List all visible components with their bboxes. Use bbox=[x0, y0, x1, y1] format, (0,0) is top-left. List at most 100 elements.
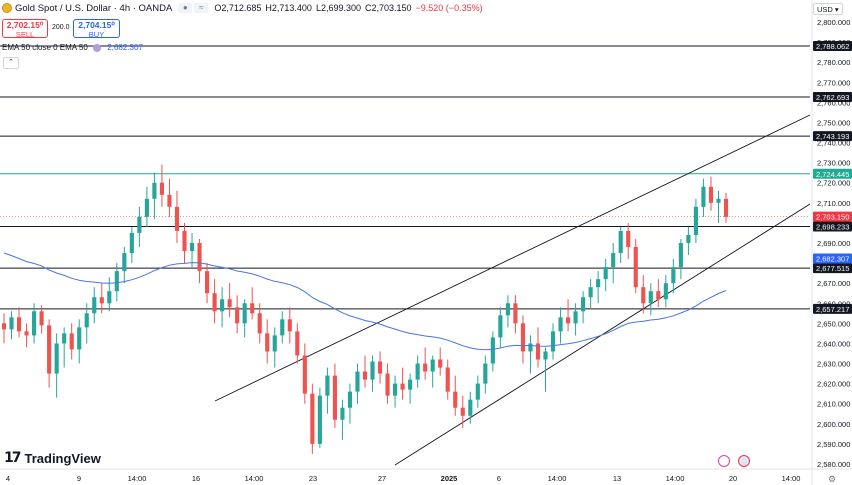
candle-body[interactable] bbox=[212, 293, 217, 312]
candle-body[interactable] bbox=[505, 303, 510, 316]
candle-body[interactable] bbox=[716, 198, 721, 203]
candle-body[interactable] bbox=[99, 297, 104, 304]
candle-body[interactable] bbox=[325, 375, 330, 396]
candle-body[interactable] bbox=[558, 317, 563, 332]
candle-body[interactable] bbox=[408, 379, 413, 390]
candle-body[interactable] bbox=[16, 317, 22, 332]
candle-body[interactable] bbox=[603, 267, 608, 280]
candle-body[interactable] bbox=[227, 299, 232, 308]
candle-body[interactable] bbox=[302, 355, 307, 394]
candle-body[interactable] bbox=[47, 325, 52, 374]
candle-body[interactable] bbox=[430, 359, 435, 372]
candle-body[interactable] bbox=[197, 243, 202, 272]
candle-body[interactable] bbox=[528, 343, 533, 352]
candle-body[interactable] bbox=[701, 186, 706, 207]
candle-body[interactable] bbox=[641, 287, 646, 304]
candle-body[interactable] bbox=[355, 371, 360, 392]
candle-body[interactable] bbox=[588, 287, 593, 298]
candle-body[interactable] bbox=[656, 291, 661, 300]
candle-body[interactable] bbox=[460, 407, 465, 416]
candle-body[interactable] bbox=[204, 271, 210, 294]
candle-body[interactable] bbox=[39, 311, 44, 326]
candle-body[interactable] bbox=[490, 337, 495, 364]
candle-body[interactable] bbox=[62, 333, 67, 344]
candle-body[interactable] bbox=[174, 206, 180, 231]
candle-body[interactable] bbox=[152, 182, 157, 199]
candle-body[interactable] bbox=[122, 253, 127, 272]
candle-body[interactable] bbox=[453, 391, 458, 408]
candle-body[interactable] bbox=[69, 333, 74, 350]
candle-body[interactable] bbox=[84, 313, 89, 328]
candle-body[interactable] bbox=[295, 331, 300, 356]
candle-body[interactable] bbox=[633, 247, 638, 288]
candle-body[interactable] bbox=[370, 361, 375, 380]
candle-body[interactable] bbox=[573, 311, 578, 324]
candle-body[interactable] bbox=[693, 206, 698, 235]
candle-body[interactable] bbox=[393, 383, 398, 396]
candle-body[interactable] bbox=[114, 271, 119, 292]
candle-body[interactable] bbox=[663, 283, 668, 300]
candle-body[interactable] bbox=[257, 313, 262, 334]
candle-body[interactable] bbox=[611, 253, 616, 268]
candle-body[interactable] bbox=[550, 331, 556, 352]
candle-body[interactable] bbox=[137, 216, 142, 233]
wave-icon[interactable]: ≈ bbox=[194, 3, 209, 13]
candle-body[interactable] bbox=[280, 319, 285, 336]
candle-body[interactable] bbox=[24, 331, 29, 336]
sell-button[interactable]: 2,702.15⁰ SELL bbox=[2, 19, 48, 39]
channel-upper-line[interactable] bbox=[214, 114, 811, 402]
eye-icon[interactable]: ● bbox=[178, 3, 193, 13]
candle-body[interactable] bbox=[648, 291, 653, 304]
candle-body[interactable] bbox=[535, 343, 541, 360]
candle-body[interactable] bbox=[723, 198, 729, 217]
candle-body[interactable] bbox=[129, 232, 134, 254]
candle-body[interactable] bbox=[468, 399, 473, 416]
candle-body[interactable] bbox=[445, 367, 450, 392]
candle-body[interactable] bbox=[596, 279, 601, 288]
candle-body[interactable] bbox=[686, 234, 691, 243]
candle-body[interactable] bbox=[265, 333, 270, 352]
candle-body[interactable] bbox=[543, 351, 548, 360]
candle-body[interactable] bbox=[92, 297, 97, 314]
candle-body[interactable] bbox=[565, 317, 571, 324]
candle-body[interactable] bbox=[400, 383, 405, 390]
candle-body[interactable] bbox=[235, 307, 240, 324]
candle-body[interactable] bbox=[272, 335, 277, 352]
candle-body[interactable] bbox=[671, 267, 676, 284]
candle-body[interactable] bbox=[144, 198, 149, 217]
candle-body[interactable] bbox=[242, 303, 247, 324]
candle-body[interactable] bbox=[250, 303, 255, 314]
collapse-legend-button[interactable]: ⌃ bbox=[3, 57, 19, 69]
candle-body[interactable] bbox=[626, 230, 631, 248]
candle-body[interactable] bbox=[438, 359, 443, 368]
candle-body[interactable] bbox=[377, 361, 383, 374]
candle-body[interactable] bbox=[347, 391, 353, 408]
candle-body[interactable] bbox=[32, 311, 37, 336]
candle-body[interactable] bbox=[54, 343, 59, 374]
candle-body[interactable] bbox=[310, 393, 315, 444]
candle-body[interactable] bbox=[189, 243, 195, 252]
candle-body[interactable] bbox=[317, 395, 322, 444]
candle-body[interactable] bbox=[182, 230, 187, 252]
candle-body[interactable] bbox=[9, 317, 14, 330]
candle-body[interactable] bbox=[415, 363, 420, 380]
candle-body[interactable] bbox=[107, 291, 112, 304]
candle-body[interactable] bbox=[498, 315, 503, 338]
candle-body[interactable] bbox=[708, 186, 714, 203]
candle-body[interactable] bbox=[287, 319, 292, 332]
candle-body[interactable] bbox=[520, 323, 526, 352]
candle-body[interactable] bbox=[77, 327, 82, 350]
currency-selector[interactable]: USD ▾ bbox=[813, 3, 843, 15]
symbol-title[interactable]: Gold Spot / U.S. Dollar · 4h · OANDA bbox=[15, 2, 173, 14]
candle-body[interactable] bbox=[423, 363, 428, 372]
candle-body[interactable] bbox=[332, 375, 337, 420]
gear-icon[interactable]: ⚙ bbox=[828, 474, 837, 484]
candle-body[interactable] bbox=[483, 363, 488, 384]
buy-button[interactable]: 2,704.15⁰ BUY bbox=[73, 19, 120, 39]
ema-legend[interactable]: EMA 50 close 0 EMA 50 2,682.307 bbox=[2, 43, 143, 52]
lightning-icon[interactable] bbox=[718, 455, 730, 467]
candle-body[interactable] bbox=[1, 323, 7, 330]
candle-body[interactable] bbox=[159, 182, 165, 195]
candle-body[interactable] bbox=[475, 383, 480, 400]
